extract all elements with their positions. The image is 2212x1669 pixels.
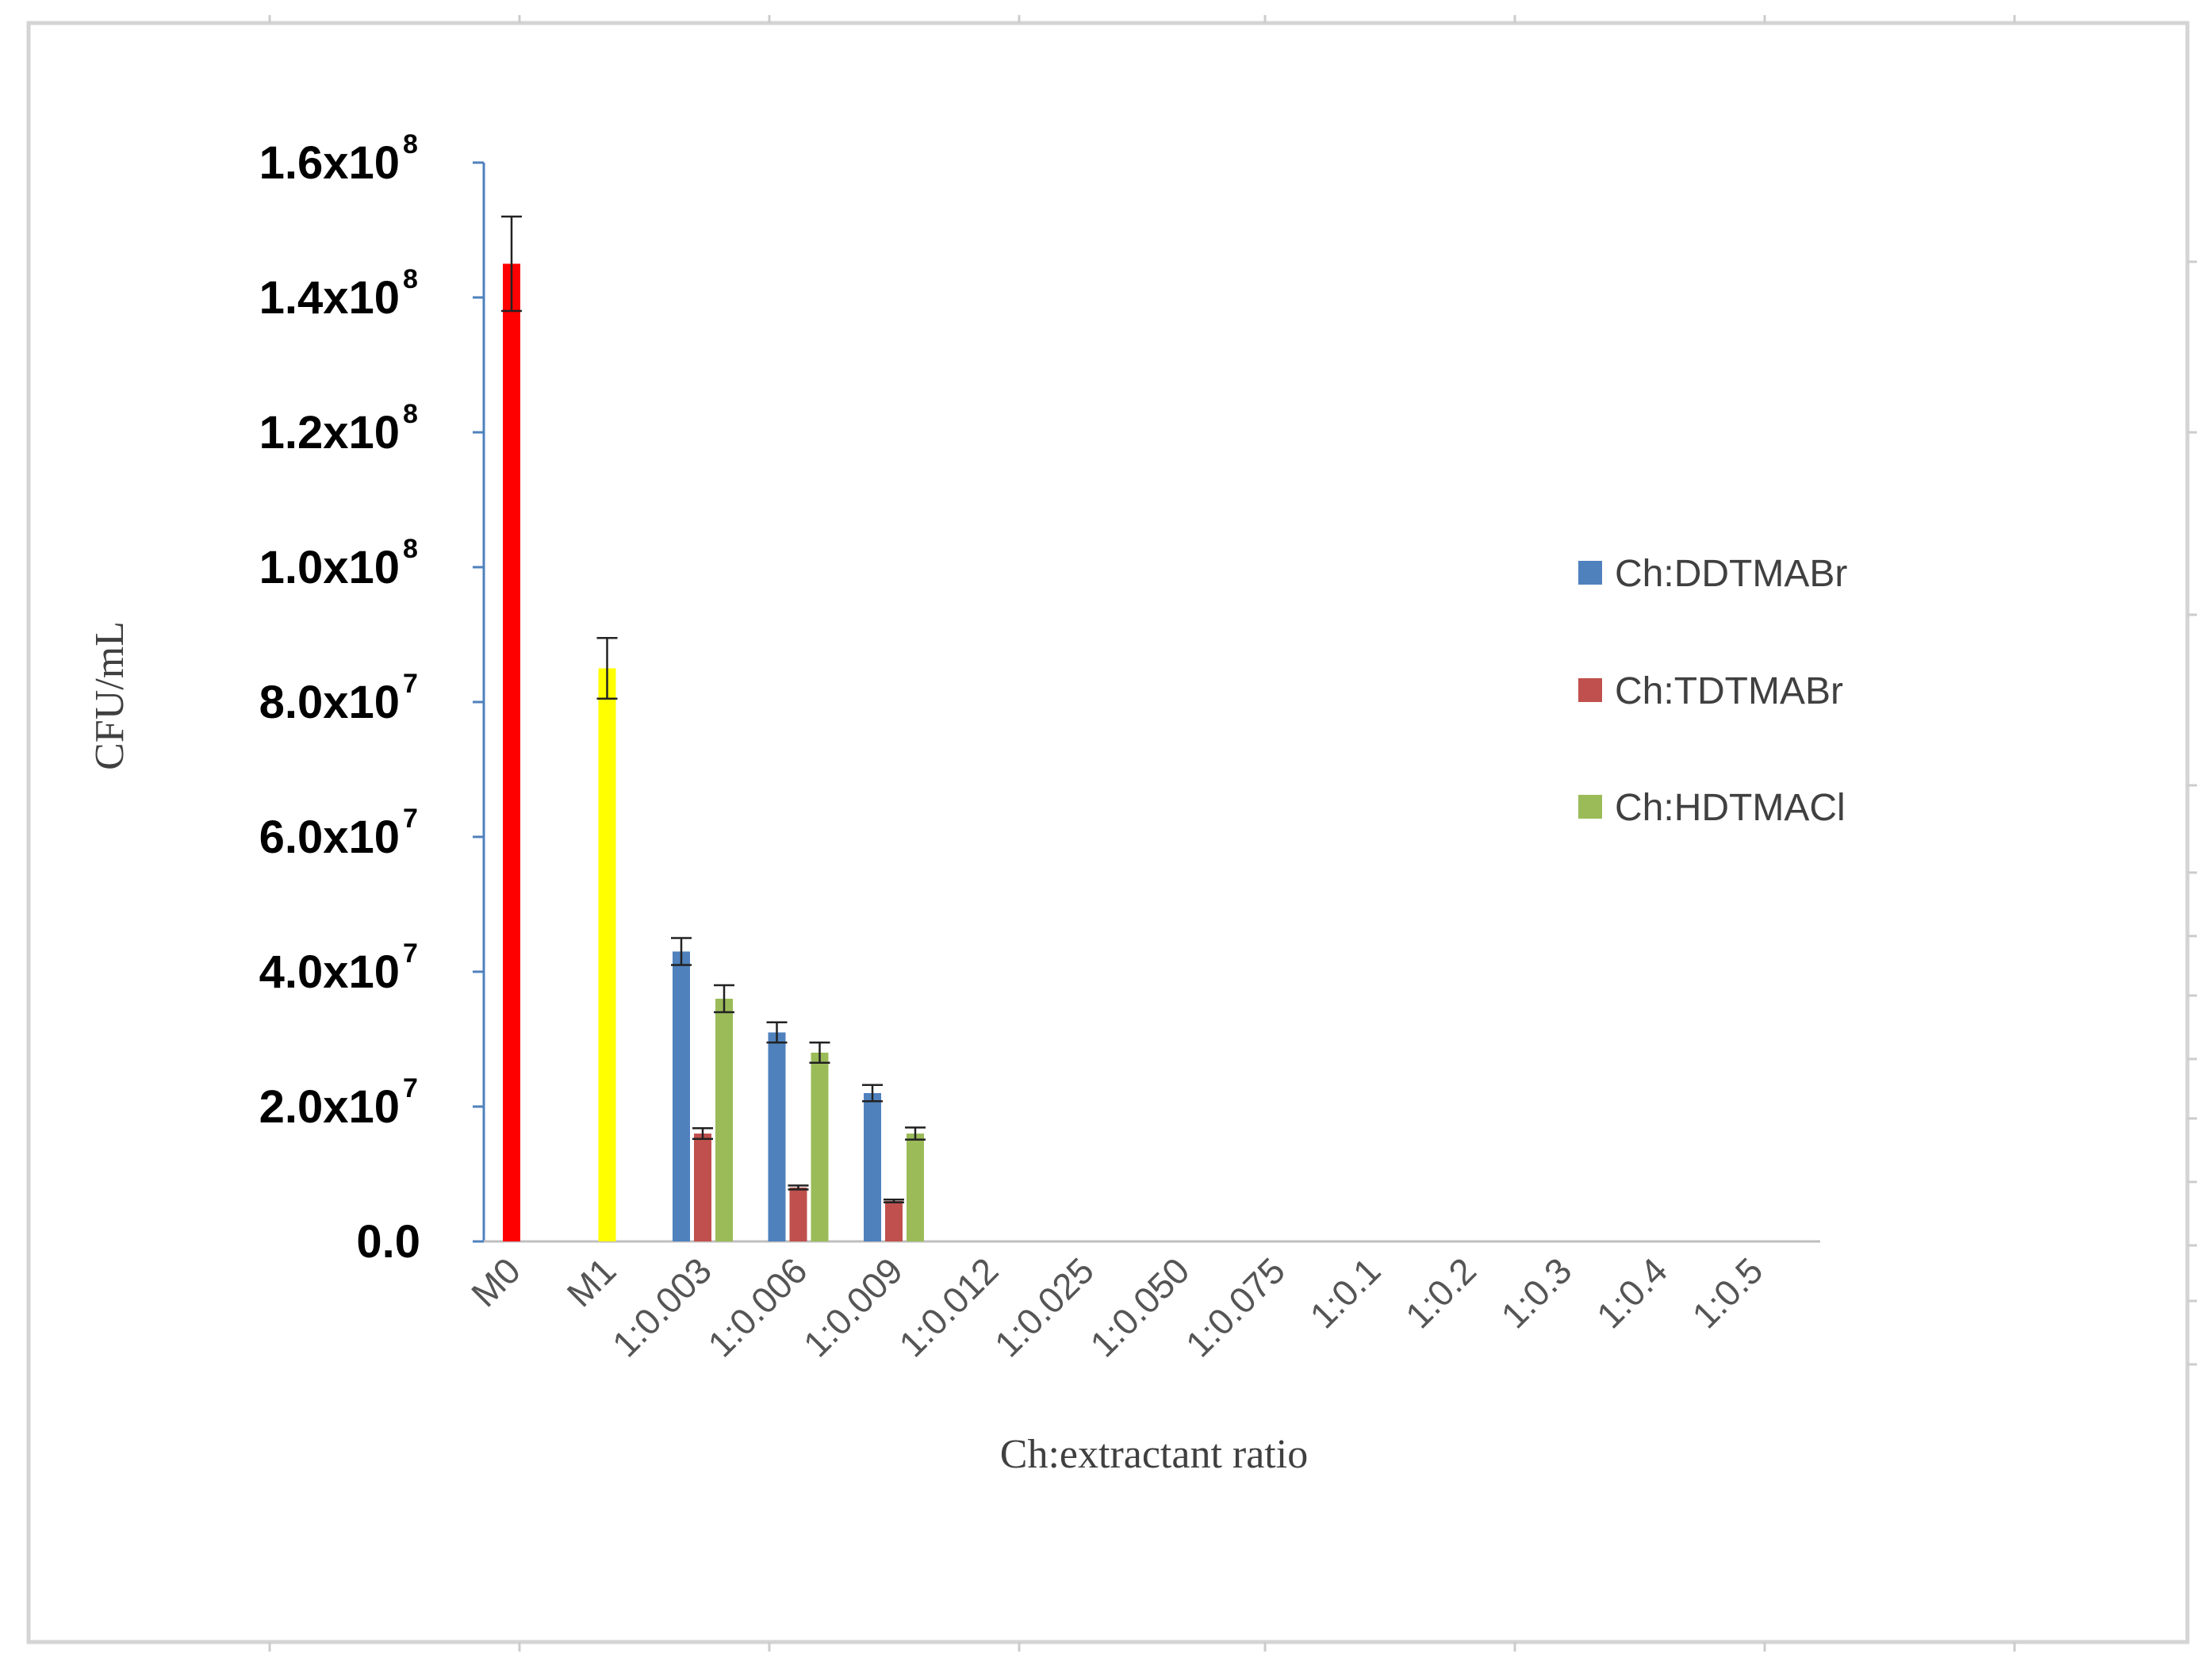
y-tick-label: 6.0x10: [259, 811, 400, 863]
y-tick-label: 2.0x10: [259, 1081, 400, 1133]
legend-item: Ch:DDTMABr: [1578, 553, 1847, 595]
y-tick-exponent: 7: [403, 938, 418, 969]
bar-m1: [598, 668, 616, 1241]
error-bar: [809, 1042, 830, 1064]
legend-swatch: [1578, 795, 1602, 819]
error-bar: [692, 1126, 713, 1141]
legend: Ch:DDTMABr Ch:TDTMABr Ch:HDTMACl: [1578, 553, 1847, 829]
bar-ch-hdtmacl: [907, 1134, 924, 1241]
error-bar: [714, 984, 734, 1014]
legend-swatch: [1578, 561, 1602, 585]
error-bar: [788, 1184, 809, 1191]
plot-bars: [501, 215, 926, 1241]
bar-m0: [503, 263, 520, 1241]
y-tick-label: 1.4x10: [259, 272, 400, 324]
error-bar: [884, 1199, 904, 1203]
y-tick-label: 8.0x10: [259, 677, 400, 728]
y-axis-title: CFU/mL: [87, 621, 132, 770]
y-tick-label: 4.0x10: [259, 946, 400, 998]
bar-ch-ddtmabr: [864, 1093, 881, 1241]
legend-item: Ch:HDTMACl: [1578, 787, 1846, 829]
legend-label: Ch:TDTMABr: [1615, 670, 1843, 712]
y-tick-exponent: 7: [403, 1073, 418, 1103]
y-tick-exponent: 8: [403, 534, 418, 564]
frame-ticks: [268, 15, 2197, 1652]
error-bar: [862, 1084, 883, 1103]
error-bar: [905, 1126, 926, 1141]
y-tick-exponent: 8: [403, 129, 418, 159]
bar-ch-tdtmabr: [885, 1201, 903, 1241]
bar-ch-hdtmacl: [715, 999, 733, 1241]
y-tick-exponent: 8: [403, 399, 418, 429]
bar-ch-tdtmabr: [694, 1134, 711, 1241]
y-tick-label: 1.6x10: [259, 137, 400, 189]
legend-item: Ch:TDTMABr: [1578, 670, 1843, 712]
legend-swatch: [1578, 678, 1602, 702]
bar-ch-tdtmabr: [789, 1187, 807, 1241]
y-tick-exponent: 7: [403, 804, 418, 834]
error-bar-m0: [501, 215, 522, 313]
y-tick-label: 1.2x10: [259, 407, 400, 458]
bar-ch-ddtmabr: [768, 1032, 786, 1241]
error-bar-m1: [596, 637, 618, 700]
y-tick-exponent: 7: [403, 669, 418, 699]
y-tick-labels: 0.02.0x10 74.0x10 76.0x10 78.0x10 71.0x10 81.…: [259, 129, 484, 1268]
error-bar: [671, 937, 692, 966]
y-tick-exponent: 8: [403, 264, 418, 294]
bar-ch-ddtmabr: [673, 951, 690, 1241]
error-bar: [766, 1021, 788, 1044]
bar-ch-hdtmacl: [811, 1053, 829, 1241]
chart-frame: [26, 21, 2190, 1644]
legend-label: Ch:HDTMACl: [1615, 787, 1846, 829]
x-axis-title: Ch:extractant ratio: [1000, 1432, 1308, 1477]
y-tick-label: 1.0x10: [259, 542, 400, 593]
legend-label: Ch:DDTMABr: [1615, 553, 1847, 595]
y-tick-label: 0.0: [356, 1216, 420, 1268]
